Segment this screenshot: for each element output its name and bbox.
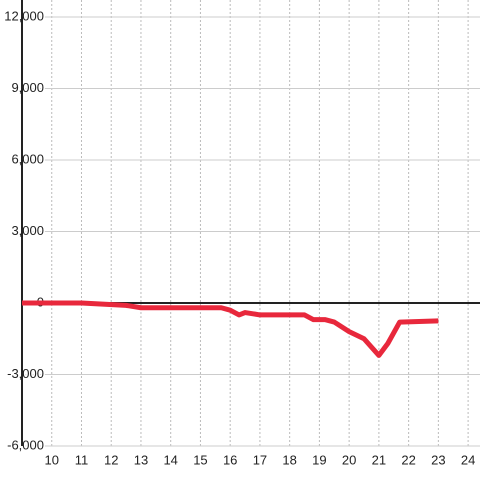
- y-tick-label: -6,000: [7, 437, 44, 452]
- x-tick-label: 24: [461, 452, 475, 467]
- x-tick-label: 10: [45, 452, 59, 467]
- x-tick-label: 19: [312, 452, 326, 467]
- x-tick-label: 18: [282, 452, 296, 467]
- x-tick-label: 21: [372, 452, 386, 467]
- x-tick-label: 14: [163, 452, 177, 467]
- x-tick-label: 22: [401, 452, 415, 467]
- x-tick-label: 23: [431, 452, 445, 467]
- y-tick-label: 9,000: [11, 80, 44, 95]
- x-tick-label: 16: [223, 452, 237, 467]
- x-tick-label: 17: [253, 452, 267, 467]
- x-tick-label: 20: [342, 452, 356, 467]
- y-tick-label: 3,000: [11, 223, 44, 238]
- y-tick-label: 12,000: [4, 8, 44, 23]
- x-tick-label: 15: [193, 452, 207, 467]
- x-tick-label: 13: [134, 452, 148, 467]
- x-tick-label: 12: [104, 452, 118, 467]
- data-line: [22, 300, 439, 358]
- y-tick-label: -3,000: [7, 366, 44, 381]
- y-tick-label: 6,000: [11, 151, 44, 166]
- x-tick-label: 11: [75, 452, 89, 467]
